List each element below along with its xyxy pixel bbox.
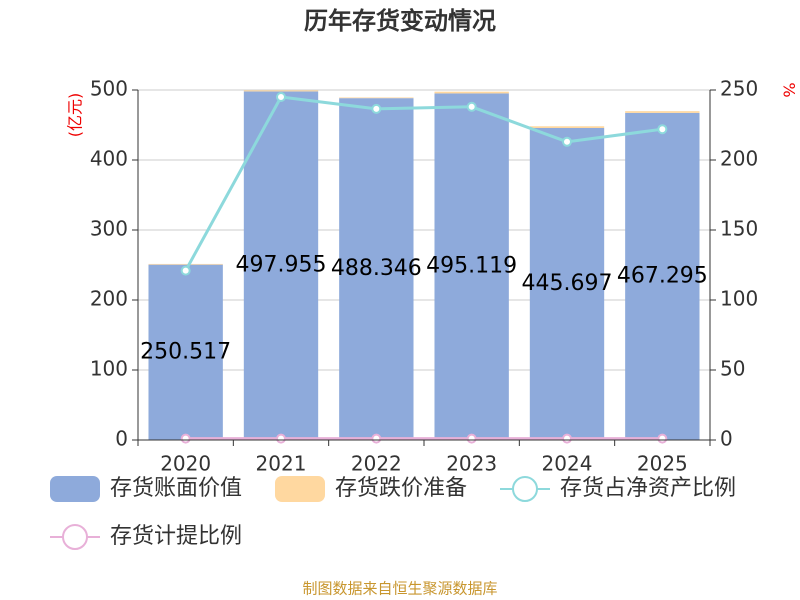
line-point (180, 265, 191, 276)
y2-tick-label: 250 (720, 77, 758, 101)
y-tick-label: 500 (90, 77, 128, 101)
x-tick-label: 2023 (446, 452, 497, 476)
line-point (562, 136, 572, 147)
data-label: 467.295 (617, 263, 708, 288)
y-axis-label: (亿元) (66, 93, 85, 138)
y2-tick-label: 200 (720, 147, 758, 171)
x-tick-label: 2022 (351, 452, 402, 476)
legend-label: 存货占净资产比例 (560, 476, 736, 501)
y2-tick-label: 150 (720, 217, 758, 241)
bar (339, 98, 414, 440)
bar (434, 93, 509, 441)
y2-tick-label: 0 (720, 427, 733, 451)
legend-swatch (50, 476, 100, 502)
bar (434, 91, 509, 94)
bar (529, 126, 605, 129)
bar (148, 264, 223, 440)
legend-swatch (275, 476, 325, 502)
legend-swatch (512, 476, 538, 502)
line-point (466, 101, 477, 112)
line-point (276, 433, 286, 444)
data-label: 495.119 (426, 254, 517, 279)
y-tick-label: 100 (90, 357, 128, 381)
line-point (371, 103, 382, 114)
legend-swatch (62, 524, 88, 550)
line-point (371, 433, 382, 444)
bar (243, 91, 319, 440)
y-tick-label: 400 (90, 147, 128, 171)
line-point (466, 433, 477, 444)
legend-label: 存货跌价准备 (335, 476, 467, 501)
data-label: 497.955 (236, 253, 327, 278)
y-tick-label: 200 (90, 287, 128, 311)
line-point (276, 92, 286, 102)
bar (339, 97, 414, 99)
y2-tick-label: 50 (720, 357, 745, 381)
source-note: 制图数据来自恒生聚源数据库 (302, 580, 497, 598)
bar (529, 128, 605, 441)
y-tick-label: 300 (90, 217, 128, 241)
line-point (657, 433, 668, 444)
bar (243, 90, 319, 92)
x-tick-label: 2020 (160, 452, 211, 476)
x-tick-label: 2021 (256, 452, 307, 476)
bar (148, 263, 223, 265)
chart-title: 历年存货变动情况 (304, 7, 496, 35)
line-point (180, 433, 191, 444)
data-label: 488.346 (331, 256, 422, 281)
line-series (184, 95, 663, 272)
x-tick-label: 2024 (542, 452, 593, 476)
data-label: 250.517 (140, 339, 231, 364)
bar (625, 112, 700, 441)
line-point (562, 433, 572, 444)
y-tick-label: 0 (115, 427, 128, 451)
legend-label: 存货账面价值 (110, 476, 242, 501)
y2-axis-label: % (780, 82, 799, 97)
y2-tick-label: 100 (720, 287, 758, 311)
x-tick-label: 2025 (637, 452, 688, 476)
legend-label: 存货计提比例 (110, 524, 242, 549)
bar (625, 111, 700, 113)
line-point (657, 124, 668, 135)
data-label: 445.697 (522, 271, 613, 296)
